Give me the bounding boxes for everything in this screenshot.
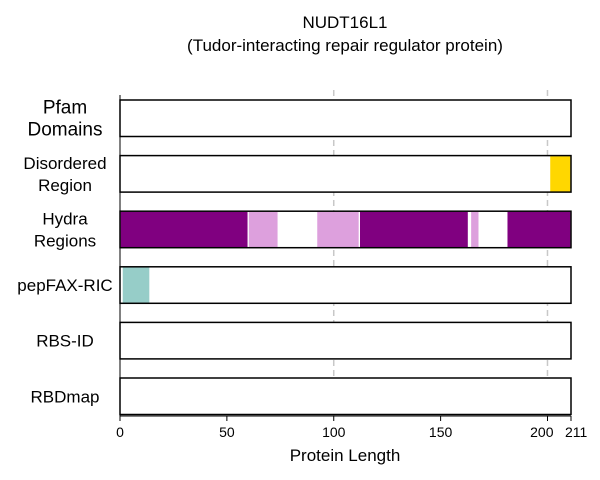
x-axis: 0 50 100 150 200 211 [116, 95, 588, 440]
track-label: pepFAX-RIC [17, 276, 112, 295]
track-segment [469, 210, 480, 249]
track-segment [119, 210, 249, 249]
track-segment [247, 210, 279, 249]
x-tick-label: 211 [565, 424, 588, 440]
track-background [120, 155, 571, 193]
track-label: Pfam [43, 97, 87, 118]
track-background [120, 322, 571, 359]
x-axis-label: Protein Length [290, 446, 401, 465]
track-segment [316, 210, 360, 249]
chart-subtitle: (Tudor-interacting repair regulator prot… [187, 36, 503, 55]
track-segment [121, 266, 151, 304]
track-label: Hydra [42, 209, 88, 228]
track-row: pepFAX-RIC [17, 266, 572, 305]
track-background [120, 100, 571, 137]
track-label: Disordered [23, 154, 106, 173]
x-tick-label: 100 [322, 424, 346, 440]
track-background [120, 378, 571, 415]
track-label: Region [38, 176, 92, 195]
track-label: RBDmap [31, 387, 100, 406]
x-tick-label: 0 [116, 424, 124, 440]
track-row: RBDmap [31, 377, 572, 416]
track-label: Domains [28, 119, 103, 140]
track-segment [549, 155, 572, 193]
x-tick-label: 200 [530, 424, 554, 440]
track-segment [506, 210, 572, 249]
track-segment [358, 210, 470, 249]
track-row: RBS-ID [36, 321, 572, 360]
track-background [120, 266, 571, 304]
track-row: Disordered Region [23, 154, 572, 195]
track-label: RBS-ID [36, 332, 94, 351]
track-row: Hydra Regions [34, 209, 572, 250]
track-label: Regions [34, 231, 96, 250]
x-tick-label: 150 [429, 424, 453, 440]
chart-title: NUDT16L1 [302, 13, 387, 32]
grid-lines [332, 90, 549, 416]
x-tick-label: 50 [219, 424, 235, 440]
